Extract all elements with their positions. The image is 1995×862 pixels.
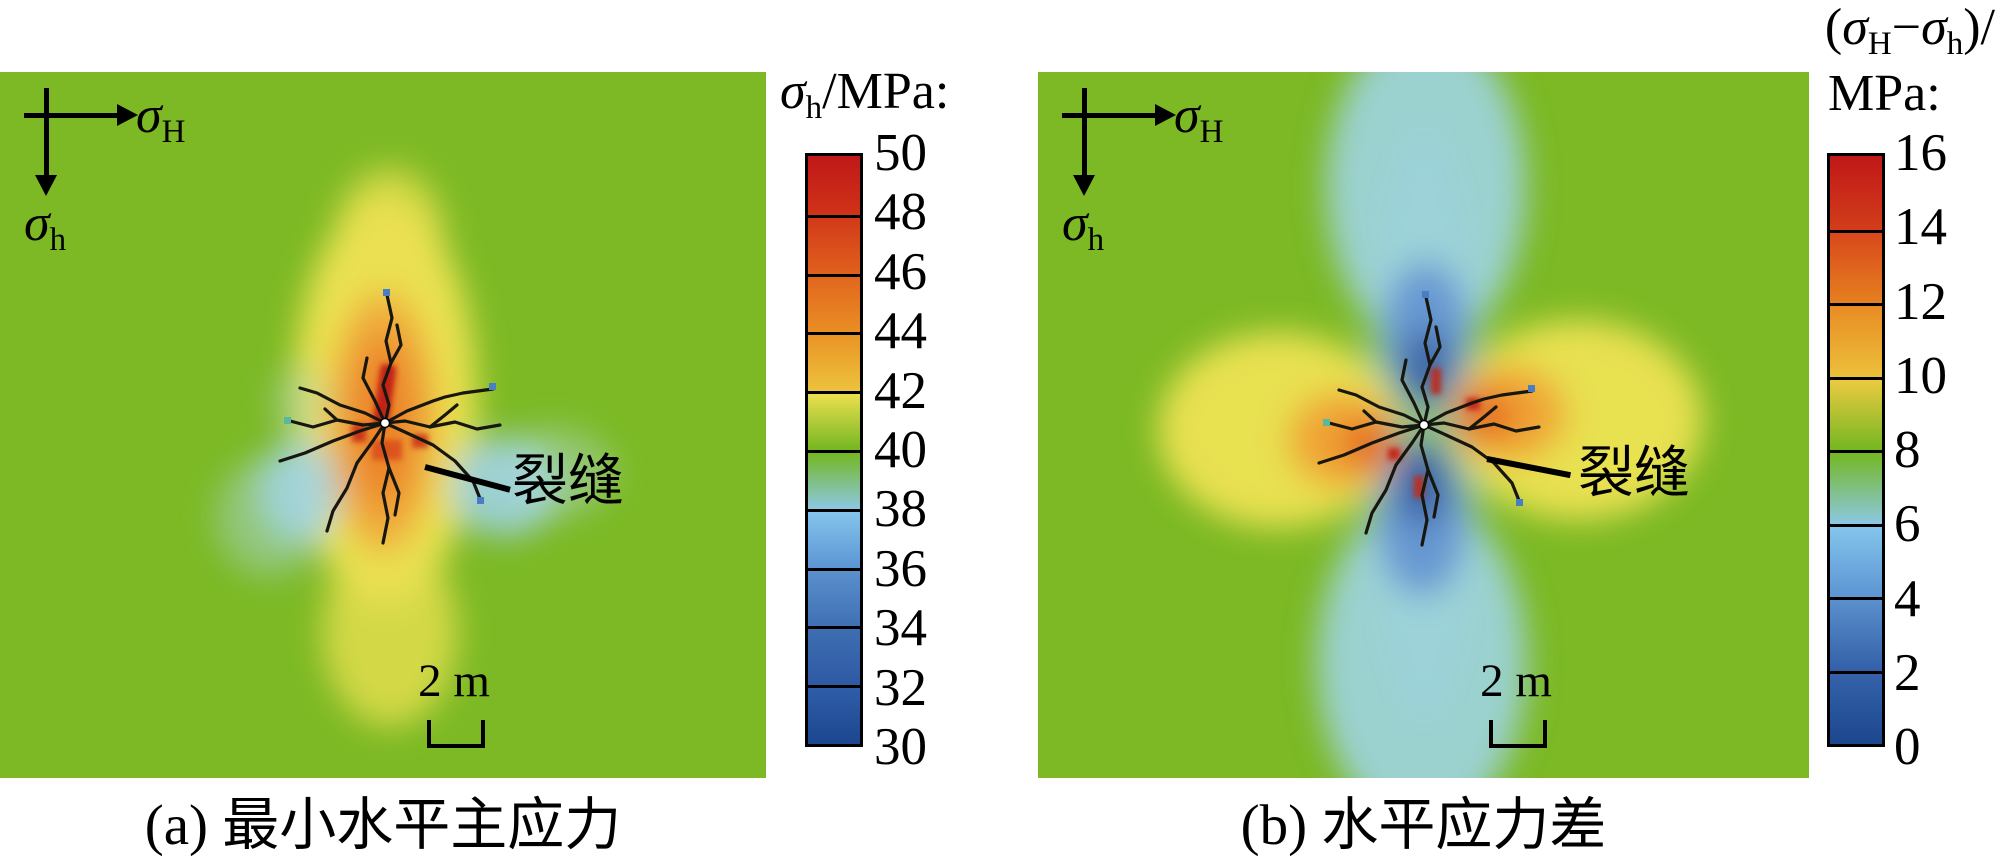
wellbore-dot [1418, 419, 1430, 431]
colorbar-title-b-line2: MPa: [1828, 65, 1941, 122]
sigma-h-arrowhead-icon [35, 175, 57, 196]
sigma-h-axis-line [1082, 88, 1087, 176]
colorbar-cell [808, 332, 860, 392]
colorbar-cell [1830, 597, 1882, 671]
colorbar-a [805, 153, 863, 747]
sigma-H-axis-line [24, 113, 118, 118]
colorbar-cell [808, 214, 860, 274]
colorbar-title-b-line1: (σH−σh)/ [1824, 0, 1995, 62]
colorbar-cell [1830, 670, 1882, 744]
stress-field-a [0, 72, 766, 778]
colorbar-cell [808, 273, 860, 333]
colorbar-cell [808, 626, 860, 686]
colorbar-cell [808, 508, 860, 568]
colorbar-cell [808, 567, 860, 627]
panel-caption-b: (b) 水平应力差 [1240, 794, 1607, 857]
colorbar-cell [1830, 229, 1882, 303]
colorbar-cell [808, 391, 860, 450]
axis-label-sigma-H: σH [1174, 87, 1224, 150]
sigma-h-arrowhead-icon [1073, 175, 1095, 196]
sigma-H-arrowhead-icon [1155, 104, 1176, 126]
colorbar-cell [808, 449, 860, 509]
colorbar-cell [1830, 376, 1882, 450]
stress-difference-field-b [1038, 72, 1809, 778]
scale-bar-bracket [427, 720, 485, 748]
colorbar-cell [808, 156, 860, 215]
colorbar-cell [1830, 450, 1882, 524]
heatmap-panel-b: σH σh 裂缝 2 m [1038, 72, 1809, 778]
heatmap-panel-a: σH σh 裂缝 2 m [0, 72, 766, 778]
colorbar-cell [1830, 156, 1882, 230]
fracture-label: 裂缝 [512, 451, 624, 513]
sigma-H-arrowhead-icon [117, 104, 138, 126]
colorbar-cell [1830, 303, 1882, 377]
colorbar-ticks-b: 16 14 12 10 8 6 4 2 0 [1894, 124, 1947, 776]
fracture-label: 裂缝 [1578, 443, 1690, 505]
axis-label-sigma-h: σh [24, 195, 67, 258]
panel-caption-a: (a) 最小水平主应力 [144, 794, 622, 857]
colorbar-title-a: σh/MPa: [780, 63, 950, 126]
colorbar-cell [1830, 523, 1882, 597]
scale-bar-label: 2 m [1480, 655, 1552, 707]
colorbar-ticks-a: 50 48 46 44 42 40 38 36 34 32 30 [874, 124, 927, 776]
axis-label-sigma-h: σh [1062, 195, 1105, 258]
sigma-h-axis-line [44, 88, 49, 176]
scale-bar-label: 2 m [418, 655, 490, 707]
scale-bar-bracket [1489, 720, 1547, 748]
wellbore-dot [379, 417, 391, 429]
axis-label-sigma-H: σH [136, 87, 186, 150]
sigma-H-axis-line [1062, 113, 1156, 118]
colorbar-cell [808, 685, 860, 744]
colorbar-b [1827, 153, 1885, 747]
